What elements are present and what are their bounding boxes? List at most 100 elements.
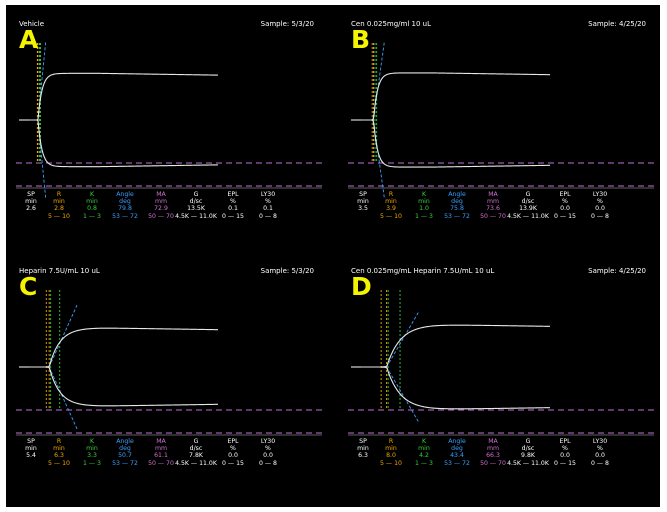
metric-range: 53 — 72 xyxy=(112,212,138,220)
metric-ma: MA mm 73.6 50 — 70 xyxy=(471,191,515,220)
metric-name: K xyxy=(89,438,95,445)
panel-title: Cen 0.025mg/ml 10 uL xyxy=(351,20,431,28)
metric-unit: % xyxy=(265,445,271,453)
trace-lower xyxy=(29,119,219,168)
metric-value: 6.3 xyxy=(54,452,64,460)
sample-date: Sample: 5/3/20 xyxy=(260,267,314,275)
metric-unit: d/sc xyxy=(189,198,203,206)
metric-name: LY30 xyxy=(592,438,608,445)
metric-unit: % xyxy=(230,198,236,206)
metric-sp: SP min 3.5 xyxy=(341,191,385,213)
metric-range: 53 — 72 xyxy=(112,459,138,467)
metric-range: 1 — 3 xyxy=(83,212,101,220)
angle-line-lower xyxy=(37,119,47,199)
metric-unit: d/sc xyxy=(521,198,535,206)
metric-unit: min xyxy=(357,198,369,206)
metric-range: 50 — 70 xyxy=(480,459,506,467)
metric-ly30: LY30% 0.0 0 — 8 xyxy=(578,191,622,220)
metric-value: 61.1 xyxy=(154,452,168,460)
panel-letter: B xyxy=(351,25,371,54)
metric-value: 0.0 xyxy=(595,452,605,460)
metric-unit: d/sc xyxy=(521,445,535,453)
metric-value: 0.8 xyxy=(87,205,97,213)
metric-name: EPL xyxy=(227,438,239,445)
metric-name: Angle xyxy=(116,191,134,198)
metric-unit: d/sc xyxy=(189,445,203,453)
metric-range: 1 — 3 xyxy=(415,459,433,467)
panel-title: Vehicle xyxy=(19,20,45,28)
metric-value: 0.1 xyxy=(263,205,273,213)
metric-range: 0 — 15 xyxy=(554,212,576,220)
sample-date: Sample: 4/25/20 xyxy=(588,20,646,28)
metric-range: 0 — 8 xyxy=(259,459,277,467)
metric-ly30: LY30% 0.1 0 — 8 xyxy=(246,191,290,220)
metric-unit: % xyxy=(230,445,236,453)
metric-angle: Angle deg 50.7 53 — 72 xyxy=(103,438,147,467)
metric-unit: min xyxy=(25,198,37,206)
tracing-plot-a xyxy=(16,41,322,199)
metric-value: 13.5K xyxy=(187,205,205,213)
metric-name: SP xyxy=(359,191,367,198)
metric-name: G xyxy=(525,438,531,445)
tracing-plot-c xyxy=(16,290,322,436)
metric-value: 0.1 xyxy=(228,205,238,213)
metric-value: 0.0 xyxy=(228,452,238,460)
metric-name: R xyxy=(388,438,394,445)
metric-ma: MA mm 61.1 50 — 70 xyxy=(139,438,183,467)
metric-value: 0.0 xyxy=(595,205,605,213)
metric-range: 1 — 3 xyxy=(83,459,101,467)
metric-unit: % xyxy=(597,445,603,453)
metric-range: 0 — 8 xyxy=(591,459,609,467)
metric-ly30: LY30% 0.0 0 — 8 xyxy=(578,438,622,467)
metric-unit: % xyxy=(562,198,568,206)
metric-range: 50 — 70 xyxy=(148,212,174,220)
metric-unit: % xyxy=(562,445,568,453)
teg-panel-b: Cen 0.025mg/ml 10 uL Sample: 4/25/20 B S… xyxy=(338,5,658,239)
sample-date: Sample: 4/25/20 xyxy=(588,267,646,275)
metric-value: 0.0 xyxy=(263,452,273,460)
teg-panel-d: Cen 0.025mg/mL Heparin 7.5U/mL 10 uL Sam… xyxy=(338,252,658,486)
metric-name: SP xyxy=(27,191,35,198)
trace-upper xyxy=(361,324,551,368)
metric-unit: min xyxy=(357,445,369,453)
metric-unit: min xyxy=(25,445,37,453)
metric-range: 0 — 15 xyxy=(222,212,244,220)
metric-range: 0 — 8 xyxy=(591,212,609,220)
metric-value: 1.0 xyxy=(419,205,429,213)
metric-name: G xyxy=(193,191,199,198)
metric-sp: SP min 6.3 xyxy=(341,438,385,460)
metric-name: K xyxy=(421,438,427,445)
metric-range: 0 — 15 xyxy=(554,459,576,467)
metric-range: 4.5K — 11.0K xyxy=(507,212,549,220)
metric-range: 53 — 72 xyxy=(444,212,470,220)
metric-value: 0.0 xyxy=(560,205,570,213)
metric-name: LY30 xyxy=(260,438,276,445)
metric-unit: deg xyxy=(451,198,463,206)
metric-unit: deg xyxy=(119,445,131,453)
metric-name: LY30 xyxy=(260,191,276,198)
metric-unit: min xyxy=(86,198,98,206)
metric-sp: SP min 5.4 xyxy=(9,438,53,460)
metric-name: G xyxy=(193,438,199,445)
metric-name: Angle xyxy=(448,191,466,198)
panel-title: Cen 0.025mg/mL Heparin 7.5U/mL 10 uL xyxy=(351,267,495,275)
metric-unit: min xyxy=(53,198,65,206)
angle-line-lower xyxy=(373,119,385,198)
metric-value: 5.4 xyxy=(26,452,36,460)
metric-unit: min xyxy=(385,198,397,206)
metric-unit: % xyxy=(265,198,271,206)
panel-letter: C xyxy=(19,272,38,301)
angle-line-upper xyxy=(386,311,419,368)
metric-range: 5 — 10 xyxy=(380,459,402,467)
metric-name: K xyxy=(421,191,427,198)
panel-letter: D xyxy=(351,272,372,301)
metric-value: 0.0 xyxy=(560,452,570,460)
